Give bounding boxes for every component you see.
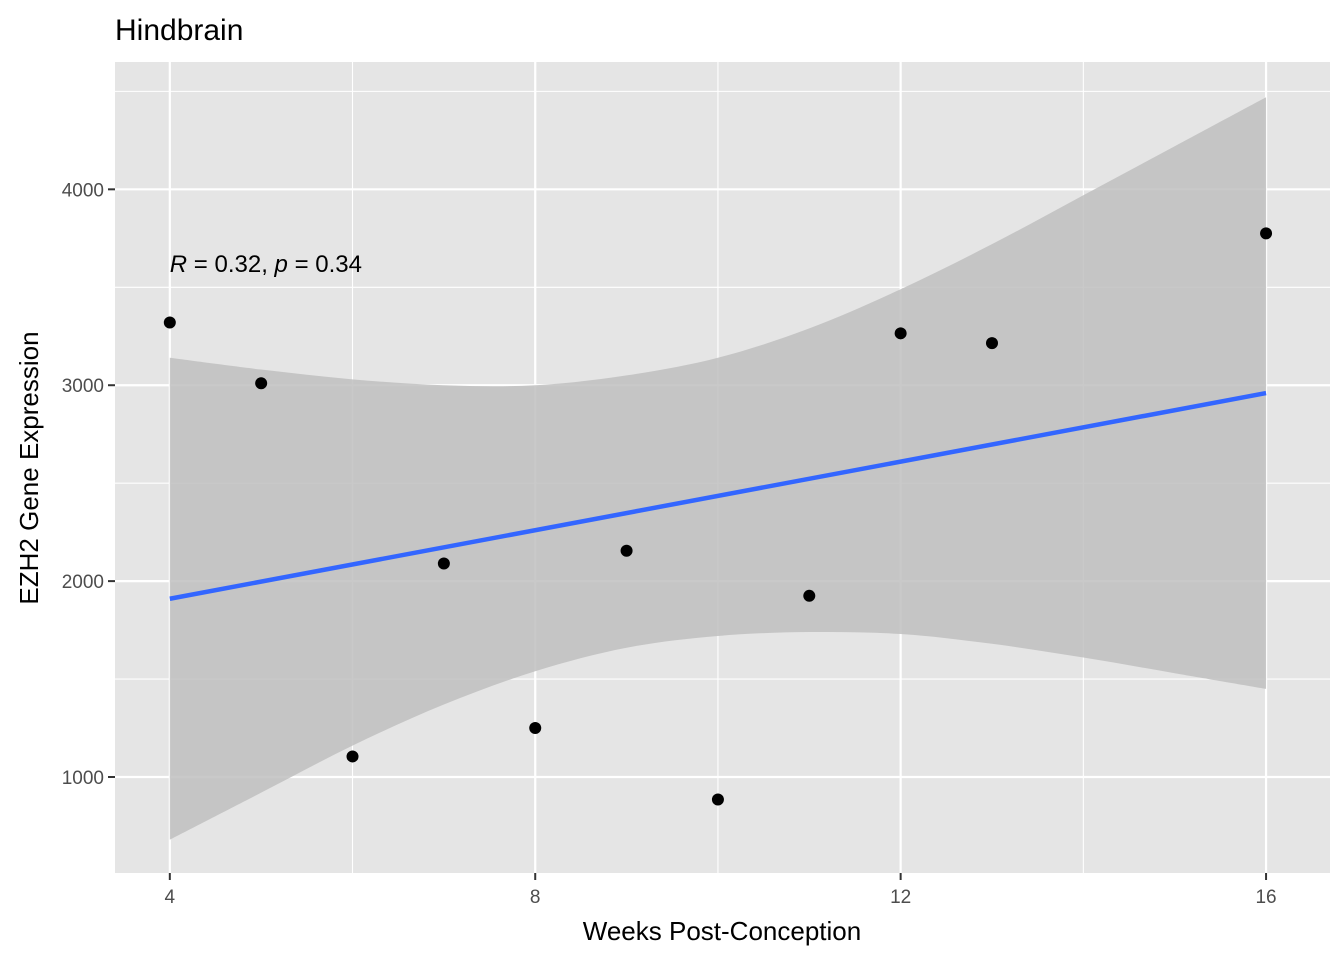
data-point [255, 377, 268, 390]
regression-line [169, 390, 1267, 601]
data-point [346, 750, 359, 763]
p-label: p [274, 251, 288, 278]
y-tick-label: 3000 [62, 376, 104, 397]
x-tick-label: 16 [1255, 887, 1276, 908]
r-value: = 0.32, [187, 251, 274, 278]
data-point [1260, 227, 1273, 240]
x-axis-ticks: 4 8 12 16 [165, 873, 1277, 908]
y-axis-ticks: 1000 2000 3000 4000 [62, 180, 115, 789]
y-tick-label: 1000 [62, 768, 104, 789]
correlation-annotation: R = 0.32, p = 0.34 [170, 251, 362, 278]
x-axis-title: Weeks Post-Conception [583, 916, 861, 946]
data-point [711, 793, 724, 806]
data-point [803, 589, 816, 602]
data-point [163, 316, 176, 329]
data-point [620, 544, 633, 557]
data-point [529, 722, 542, 735]
data-point [985, 337, 998, 350]
y-tick-label: 4000 [62, 180, 104, 201]
data-points [163, 227, 1273, 806]
data-point [894, 327, 907, 340]
x-tick-label: 4 [165, 887, 176, 908]
r-label: R [170, 251, 187, 278]
y-axis-title: EZH2 Gene Expression [14, 331, 44, 604]
p-value: = 0.34 [288, 251, 362, 278]
x-tick-label: 12 [890, 887, 911, 908]
x-tick-label: 8 [530, 887, 541, 908]
chart-title: Hindbrain [115, 14, 243, 47]
y-tick-label: 2000 [62, 572, 104, 593]
data-point [437, 557, 450, 570]
confidence-band [169, 97, 1267, 840]
